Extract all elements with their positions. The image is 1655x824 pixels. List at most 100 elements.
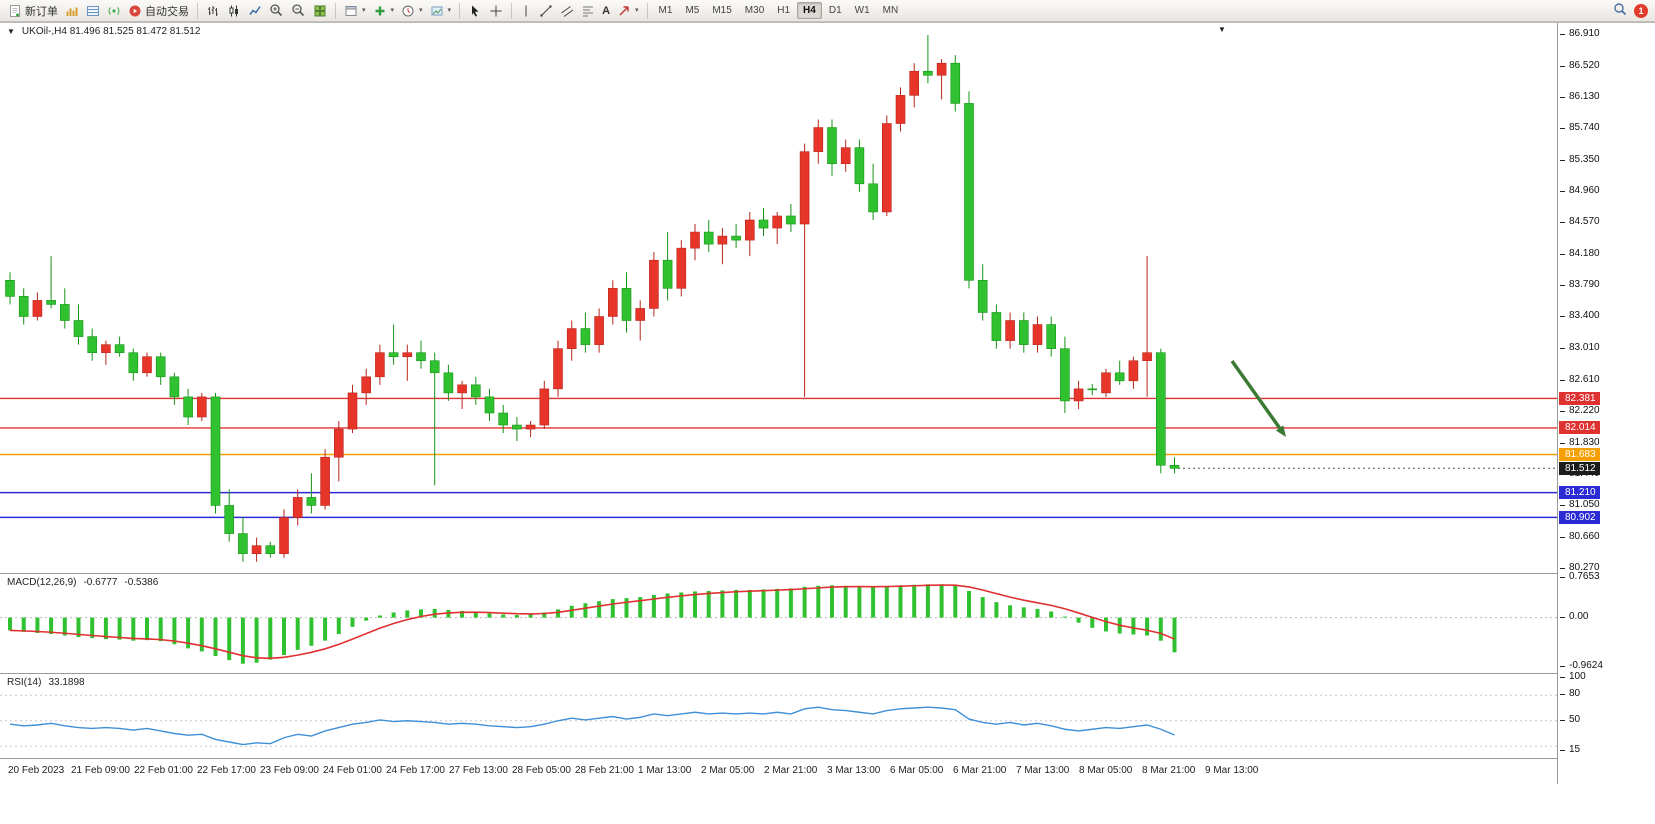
price-marker-label: 80.902	[1559, 510, 1600, 524]
timeframe-m30-button[interactable]: M30	[744, 5, 765, 16]
candle-body	[1114, 372, 1125, 382]
time-label: 2 Mar 21:00	[764, 765, 818, 776]
bar-chart-mode-button[interactable]	[203, 3, 223, 19]
charts-button[interactable]	[62, 3, 82, 19]
candlestick-mode-button[interactable]	[224, 3, 244, 19]
candle-body	[566, 328, 577, 349]
candle-body	[662, 259, 673, 289]
price-tick-label: 81.050	[1558, 499, 1600, 512]
macd-signal-value: -0.5386	[124, 577, 159, 588]
profiles-menu-button[interactable]: ▾	[341, 3, 369, 19]
zoom-out-button[interactable]	[288, 2, 309, 19]
price-chart-canvas[interactable]	[0, 23, 1557, 573]
candle-body	[210, 396, 221, 506]
time-label: 7 Mar 13:00	[1016, 765, 1070, 776]
toolbar-divider	[646, 2, 648, 19]
macd-bar	[1104, 617, 1108, 632]
periods-menu-button[interactable]: ▾	[398, 3, 426, 19]
vertical-line-tool-button[interactable]	[517, 3, 535, 19]
macd-label: MACD(12,26,9) -0.6777 -0.5386	[5, 577, 161, 588]
templates-menu-button[interactable]: ▾	[427, 3, 455, 19]
candle-body	[101, 344, 111, 353]
timeframe-mn-button[interactable]: MN	[882, 5, 899, 16]
text-tool-button[interactable]: A	[599, 4, 613, 18]
candle-body	[128, 352, 139, 374]
market-watch-icon	[86, 4, 100, 18]
timeframe-d1-button[interactable]: D1	[828, 5, 842, 16]
price-tick-label: 80.270	[1558, 562, 1600, 575]
candle-body	[881, 123, 892, 213]
fibonacci-tool-button[interactable]	[578, 3, 598, 19]
crosshair-tool-button[interactable]	[486, 3, 506, 19]
candle-body	[1018, 320, 1029, 345]
rsi-chart-canvas[interactable]	[0, 674, 1557, 758]
macd-bar	[62, 617, 67, 636]
template-image-icon	[430, 4, 444, 18]
price-tick-label: 85.350	[1558, 153, 1600, 166]
symbol-ohlc-label[interactable]: ▼ UKOil-,H4 81.496 81.525 81.472 81.512	[5, 26, 203, 37]
candle-body	[361, 376, 372, 394]
candle-body	[676, 247, 687, 289]
notification-badge[interactable]: 1	[1634, 3, 1648, 18]
time-label: 8 Mar 21:00	[1142, 765, 1196, 776]
trend-arrow-annotation[interactable]	[1230, 359, 1286, 437]
macd-chart-canvas[interactable]	[0, 574, 1557, 673]
candle-body	[388, 352, 399, 357]
rsi-value: 33.1898	[48, 677, 85, 688]
macd-bar	[802, 586, 807, 618]
line-chart-mode-button[interactable]	[245, 3, 265, 19]
autotrading-button[interactable]: 自动交易	[125, 2, 192, 20]
time-label: 28 Feb 05:00	[512, 765, 571, 776]
macd-bar	[994, 602, 999, 618]
signals-button[interactable]	[104, 3, 124, 19]
macd-bar	[213, 617, 218, 657]
arrow-shaft	[1230, 359, 1282, 430]
candle-body	[909, 70, 920, 96]
price-scale[interactable]: 86.910 86.520 86.130 85.740 85.350 84.960 84.5…	[1557, 23, 1655, 784]
macd-bar	[857, 586, 862, 618]
price-tick-label: 82.610	[1558, 374, 1600, 387]
timeframe-w1-button[interactable]: W1	[854, 5, 870, 16]
indicators-menu-button[interactable]: ▾	[370, 3, 398, 19]
macd-bar	[597, 601, 602, 618]
autotrading-label: 自动交易	[145, 5, 189, 18]
fibonacci-icon	[581, 4, 595, 18]
timeframe-h1-button[interactable]: H1	[777, 5, 791, 16]
arrows-tool-button[interactable]: ▾	[614, 3, 642, 19]
candle-body	[621, 288, 632, 321]
channel-tool-button[interactable]	[557, 3, 577, 19]
timeframe-m1-button[interactable]: M1	[658, 5, 673, 16]
cursor-tool-button[interactable]	[465, 3, 485, 19]
market-watch-button[interactable]	[83, 3, 103, 19]
zoom-out-icon	[291, 3, 306, 18]
add-indicator-icon	[373, 4, 387, 18]
macd-bar	[350, 617, 355, 627]
macd-panel: MACD(12,26,9) -0.6777 -0.5386	[0, 573, 1557, 673]
cursor-icon	[468, 4, 482, 18]
timeframe-m5-button[interactable]: M5	[685, 5, 700, 16]
time-label: 6 Mar 05:00	[890, 765, 944, 776]
new-order-button[interactable]: 新订单	[5, 2, 61, 20]
chart-shift-marker-icon[interactable]: ▼	[1218, 25, 1226, 34]
candle-body	[114, 344, 125, 353]
candle-body	[854, 147, 865, 185]
horizontal-level-lines[interactable]	[0, 397, 1557, 519]
trendline-tool-button[interactable]	[536, 3, 556, 19]
timeframe-h4-button[interactable]: H4	[797, 2, 822, 19]
tile-windows-button[interactable]	[310, 3, 330, 19]
candle-body	[512, 424, 522, 430]
macd-bar	[21, 617, 26, 632]
macd-bar	[761, 589, 766, 618]
timeframe-m15-button[interactable]: M15	[712, 5, 732, 16]
macd-bar	[254, 617, 259, 663]
candlestick-icon	[227, 4, 241, 18]
macd-bar	[377, 615, 382, 618]
time-label: 6 Mar 21:00	[953, 765, 1007, 776]
symbol-collapse-icon[interactable]: ▼	[7, 27, 15, 36]
search-icon[interactable]	[1613, 2, 1628, 20]
chevron-down-icon: ▾	[447, 7, 452, 14]
macd-bar	[912, 584, 917, 618]
macd-bar	[583, 603, 588, 618]
zoom-in-button[interactable]	[266, 2, 287, 19]
time-axis[interactable]: 20 Feb 2023 21 Feb 09:00 22 Feb 01:00 22 Fe…	[0, 758, 1557, 784]
